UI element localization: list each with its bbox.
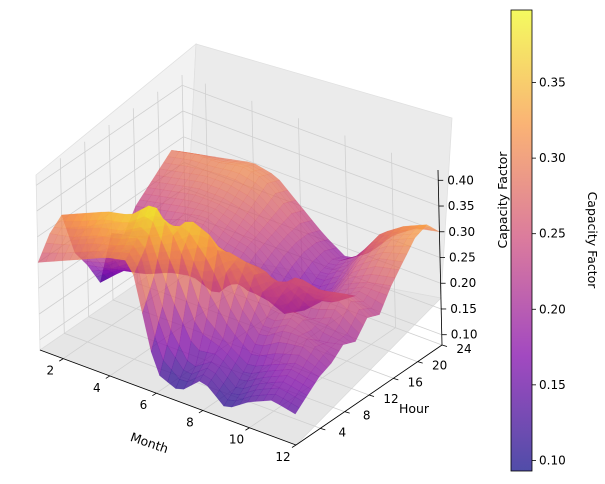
x-tick-mark <box>291 444 297 448</box>
y-tick-label: 16 <box>408 375 423 389</box>
x-axis-label: Month <box>128 429 170 456</box>
x-axis-month: 2 4 6 8 10 12 <box>46 358 297 464</box>
y-axis-hour: 4 8 12 16 20 24 <box>320 342 472 439</box>
gridline-capacity <box>36 110 439 212</box>
y-axis-label: Hour <box>399 401 430 416</box>
surface-patch <box>314 360 328 373</box>
x-tick-label: 8 <box>186 416 194 430</box>
z-axis-capacity-factor: 0.10 0.15 0.20 0.25 0.30 0.35 0.40 <box>438 173 478 342</box>
surface-patch <box>294 390 308 402</box>
x-tick-mark <box>105 375 111 379</box>
y-tick-label: 8 <box>363 409 371 423</box>
z-tick-label: 0.35 <box>448 199 475 213</box>
surface-patch <box>375 292 388 306</box>
y-tick-mark <box>417 361 423 364</box>
y-tick-mark <box>393 377 399 381</box>
surface-patch <box>338 336 352 344</box>
surface-patch <box>390 260 404 271</box>
x-tick-label: 6 <box>140 398 148 412</box>
capacity-factor-surface <box>37 149 440 415</box>
y-tick-mark <box>441 344 448 347</box>
gridline-capacity <box>35 84 439 186</box>
x-tick-mark <box>152 392 157 397</box>
colorbar: 0.10 0.15 0.20 0.25 0.30 0.35 Capacity Factor <box>510 9 600 472</box>
surface-patch <box>386 268 400 279</box>
x-tick-label: 4 <box>93 381 101 395</box>
gridline-capacity <box>37 136 440 238</box>
surface-patch <box>402 237 416 247</box>
surface-patch <box>302 378 316 390</box>
x-tick-label: 2 <box>46 364 54 378</box>
colorbar-label: Capacity Factor <box>585 192 600 290</box>
y-tick-mark <box>320 427 326 431</box>
y-tick-label: 24 <box>456 342 471 356</box>
y-tick-label: 12 <box>383 392 398 406</box>
x-axis-line <box>39 349 297 446</box>
z-tick-label: 0.10 <box>451 328 478 342</box>
z-tick-label: 0.15 <box>450 302 477 316</box>
colorbar-tick-label: 0.20 <box>539 302 566 316</box>
z-tick-label: 0.25 <box>449 251 476 265</box>
surface-patch <box>354 309 368 327</box>
colorbar-frame <box>510 9 533 472</box>
surface-patch <box>310 366 324 378</box>
colorbar-tick-label: 0.30 <box>539 151 566 165</box>
y-tick-label: 20 <box>432 359 447 373</box>
z-tick-label: 0.30 <box>448 225 475 239</box>
y-tick-mark <box>344 411 350 414</box>
z-tick-label: 0.40 <box>447 173 474 187</box>
colorbar-ticks: 0.10 0.15 0.20 0.25 0.30 0.35 <box>532 76 566 467</box>
colorbar-tick-label: 0.25 <box>539 227 566 241</box>
surface-patch <box>298 384 312 396</box>
x-tick-mark <box>245 427 250 431</box>
x-tick-mark <box>59 358 64 362</box>
colorbar-tick-label: 0.15 <box>539 378 566 392</box>
surface-patch <box>379 284 392 296</box>
z-tick-label: 0.20 <box>450 276 477 290</box>
y-tick-mark <box>368 394 375 397</box>
z-axis-label: Capacity Factor <box>495 151 510 249</box>
colorbar-gradient <box>511 10 532 471</box>
x-tick-mark <box>198 410 204 414</box>
surface-patch <box>362 308 376 317</box>
surface-patch <box>342 333 356 343</box>
colorbar-tick-label: 0.10 <box>539 453 566 467</box>
surface-patch <box>330 343 344 352</box>
x-tick-label: 12 <box>275 450 290 464</box>
colorbar-tick-label: 0.35 <box>539 76 566 90</box>
y-tick-label: 4 <box>338 425 346 439</box>
surface-patch <box>287 402 300 415</box>
x-tick-label: 10 <box>229 433 244 447</box>
